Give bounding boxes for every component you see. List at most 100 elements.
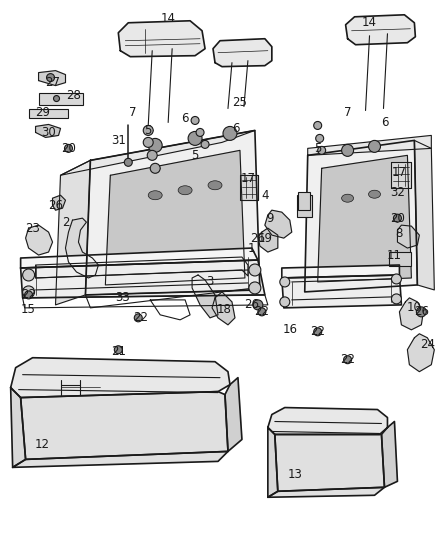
Polygon shape [282, 265, 399, 278]
Polygon shape [35, 124, 60, 138]
Text: 25: 25 [233, 96, 247, 109]
Text: 22: 22 [133, 311, 148, 325]
Text: 16: 16 [282, 324, 297, 336]
Polygon shape [13, 451, 228, 467]
Polygon shape [21, 260, 265, 298]
Polygon shape [265, 210, 292, 238]
Circle shape [23, 286, 35, 298]
Ellipse shape [178, 186, 192, 195]
Text: 10: 10 [407, 301, 422, 314]
Circle shape [188, 132, 202, 146]
Ellipse shape [208, 181, 222, 190]
Circle shape [25, 291, 32, 299]
Polygon shape [258, 228, 278, 252]
Circle shape [280, 277, 290, 287]
Text: 26: 26 [251, 232, 265, 245]
Polygon shape [381, 422, 397, 487]
Text: 9: 9 [266, 212, 274, 224]
Polygon shape [106, 150, 245, 285]
Circle shape [249, 264, 261, 276]
Circle shape [53, 95, 60, 101]
Polygon shape [25, 225, 53, 255]
Polygon shape [60, 131, 255, 175]
Ellipse shape [148, 191, 162, 200]
Bar [389, 252, 411, 266]
Circle shape [249, 282, 261, 294]
Circle shape [316, 134, 324, 142]
Polygon shape [397, 225, 419, 248]
Text: 2: 2 [62, 216, 69, 229]
Polygon shape [407, 334, 434, 372]
Bar [39, 93, 83, 104]
Text: 22: 22 [21, 288, 36, 301]
Text: 12: 12 [35, 438, 50, 451]
Polygon shape [240, 175, 258, 200]
Text: 14: 14 [362, 17, 377, 29]
Polygon shape [225, 378, 242, 451]
Text: 32: 32 [390, 185, 405, 199]
Circle shape [143, 125, 153, 135]
Circle shape [417, 307, 426, 317]
Circle shape [191, 117, 199, 124]
Polygon shape [213, 39, 272, 67]
Polygon shape [21, 392, 228, 459]
Ellipse shape [368, 190, 381, 198]
Text: 4: 4 [261, 189, 268, 201]
Text: 26: 26 [244, 298, 259, 311]
Circle shape [253, 300, 263, 310]
Polygon shape [11, 358, 230, 398]
Text: 14: 14 [161, 12, 176, 25]
Polygon shape [268, 427, 278, 497]
Text: 20: 20 [61, 142, 76, 155]
Circle shape [148, 139, 162, 152]
Circle shape [393, 214, 401, 222]
Polygon shape [392, 163, 411, 188]
Text: 20: 20 [390, 212, 405, 224]
Circle shape [342, 144, 353, 156]
Circle shape [150, 163, 160, 173]
Text: 5: 5 [145, 124, 152, 137]
Text: 21: 21 [111, 345, 126, 358]
Polygon shape [308, 135, 431, 155]
Polygon shape [118, 21, 205, 56]
Circle shape [114, 346, 122, 354]
Text: 15: 15 [21, 303, 36, 317]
Bar [297, 195, 312, 217]
Polygon shape [318, 155, 411, 282]
Polygon shape [66, 218, 99, 278]
Ellipse shape [342, 194, 353, 202]
Circle shape [46, 74, 54, 82]
Text: 24: 24 [420, 338, 435, 351]
Circle shape [64, 144, 72, 152]
Text: 19: 19 [258, 232, 272, 245]
Polygon shape [399, 298, 424, 330]
Polygon shape [21, 248, 258, 268]
Polygon shape [268, 408, 388, 434]
Text: 7: 7 [344, 106, 351, 119]
Text: 22: 22 [254, 305, 269, 318]
Circle shape [23, 269, 35, 281]
Circle shape [201, 140, 209, 148]
Text: 13: 13 [287, 468, 302, 481]
Circle shape [314, 122, 321, 130]
Text: 22: 22 [310, 325, 325, 338]
Text: 5: 5 [314, 142, 321, 155]
Circle shape [143, 138, 153, 148]
Circle shape [343, 356, 352, 364]
Polygon shape [11, 387, 25, 467]
Circle shape [392, 274, 401, 284]
Circle shape [314, 328, 321, 336]
Text: 6: 6 [181, 112, 189, 125]
Circle shape [258, 308, 266, 316]
Text: 6: 6 [232, 122, 240, 135]
Text: 7: 7 [128, 106, 136, 119]
Text: 26: 26 [414, 305, 429, 318]
Polygon shape [212, 292, 235, 325]
Circle shape [318, 147, 326, 155]
Text: 30: 30 [41, 126, 56, 139]
Polygon shape [275, 434, 385, 491]
Text: 22: 22 [340, 353, 355, 366]
Circle shape [223, 126, 237, 140]
Polygon shape [268, 487, 385, 497]
Text: 5: 5 [191, 149, 199, 162]
